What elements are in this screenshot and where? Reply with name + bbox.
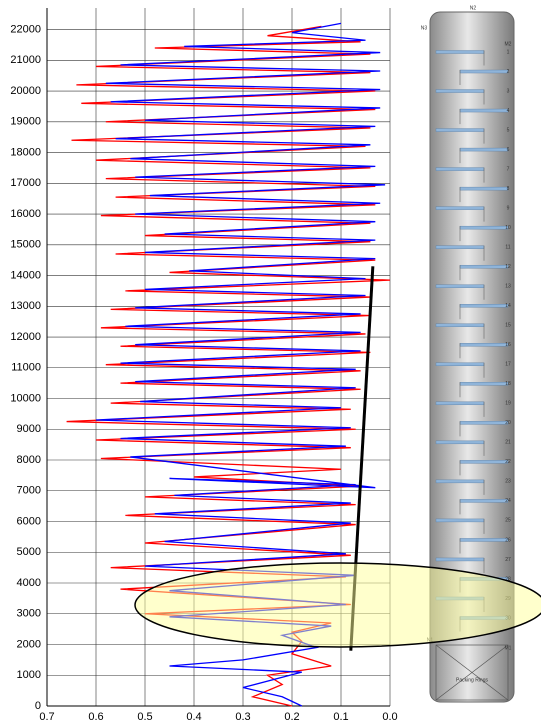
- packing-bed: [435, 644, 509, 701]
- column-shell: [429, 11, 515, 703]
- tray-label: 24: [505, 498, 511, 504]
- y-tick-label: 6000: [17, 515, 41, 527]
- y-tick-label: 1000: [17, 669, 41, 681]
- tray: [435, 362, 485, 366]
- tray: [459, 304, 509, 308]
- y-tick-label: 21000: [10, 54, 41, 66]
- tray: [459, 69, 509, 74]
- y-tick-label: 0: [35, 700, 41, 712]
- tray: [435, 518, 485, 523]
- tray: [459, 225, 509, 230]
- packing-label: Packing Rings: [456, 677, 488, 683]
- tray: [435, 245, 485, 249]
- tray: [459, 460, 509, 464]
- y-tick-label: 13000: [10, 300, 41, 312]
- x-tick-label: 0.2: [284, 711, 299, 723]
- tray: [435, 479, 485, 484]
- x-tick-label: 0.3: [235, 711, 250, 723]
- y-tick-label: 4000: [17, 577, 41, 589]
- tray-label: 3: [507, 88, 510, 94]
- y-tick-label: 10000: [10, 392, 41, 404]
- tray-label: 28: [505, 576, 511, 582]
- tray-label: 7: [507, 166, 510, 172]
- tray-label: 22: [505, 459, 511, 465]
- y-tick-label: 11000: [11, 362, 41, 374]
- tray-label: 19: [505, 401, 511, 407]
- tray: [435, 50, 485, 54]
- tray: [435, 323, 485, 327]
- y-tick-label: 22000: [10, 23, 41, 35]
- x-tick-label: 0.4: [186, 711, 201, 723]
- tray: [459, 421, 509, 425]
- tray: [459, 343, 509, 347]
- tray-label: 16: [505, 342, 511, 348]
- tray-label: 15: [505, 323, 511, 329]
- tray: [459, 382, 509, 386]
- tray: [435, 128, 485, 132]
- tray-label: 5: [507, 127, 510, 133]
- tray: [459, 147, 509, 152]
- tray-label: 20: [505, 420, 511, 426]
- tray-label: 14: [505, 303, 511, 309]
- tray: [435, 206, 485, 210]
- tray: [435, 89, 485, 93]
- tray: [459, 108, 509, 113]
- y-tick-label: 7000: [17, 485, 41, 497]
- nozzle-label: M2: [505, 41, 512, 47]
- tray-label: 9: [507, 205, 510, 211]
- tray-label: 18: [505, 381, 511, 387]
- y-tick-label: 19000: [10, 116, 41, 128]
- tray-label: 21: [505, 440, 511, 446]
- tray-label: 6: [507, 147, 510, 153]
- x-tick-label: 0.1: [333, 711, 348, 723]
- nozzle-label: M1: [505, 645, 512, 651]
- tray: [459, 264, 509, 269]
- tray-label: 4: [507, 108, 510, 114]
- x-tick-label: 0.0: [382, 711, 397, 723]
- tray-label: 10: [505, 225, 511, 231]
- y-tick-label: 20000: [10, 85, 41, 97]
- x-tick-label: 0.5: [137, 711, 152, 723]
- nozzle-label: N3: [421, 25, 428, 31]
- tray: [459, 186, 509, 191]
- tray: [435, 440, 485, 445]
- tray-label: 26: [505, 537, 511, 543]
- y-tick-label: 14000: [10, 269, 41, 281]
- tray-label: 13: [505, 284, 511, 290]
- tray-label: 8: [507, 186, 510, 192]
- y-tick-label: 17000: [10, 177, 41, 189]
- tray: [459, 538, 509, 542]
- packing-cross: [435, 644, 509, 701]
- tray-label: 17: [505, 362, 511, 368]
- tray: [435, 284, 485, 288]
- tray-label: 11: [505, 245, 510, 251]
- tray-label: 27: [505, 557, 511, 563]
- tray: [435, 401, 485, 406]
- y-tick-label: 18000: [10, 146, 41, 158]
- tray-label: 1: [507, 49, 510, 55]
- highlight-ellipse: [134, 562, 541, 648]
- y-tick-label: 12000: [10, 331, 41, 343]
- x-tick-label: 0.7: [39, 711, 54, 723]
- tray-label: 2: [507, 69, 510, 75]
- nozzle-label: N2: [470, 5, 477, 11]
- tray: [435, 557, 485, 562]
- y-tick-label: 15000: [10, 239, 41, 251]
- tray: [459, 499, 509, 503]
- tray-label: 12: [505, 264, 511, 270]
- x-tick-label: 0.6: [88, 711, 103, 723]
- y-tick-label: 8000: [17, 454, 41, 466]
- y-tick-label: 5000: [17, 546, 41, 558]
- tray: [435, 167, 485, 171]
- tray-label: 23: [505, 479, 511, 485]
- y-tick-label: 16000: [10, 208, 41, 220]
- tray-label: 25: [505, 518, 511, 524]
- y-tick-label: 9000: [17, 423, 41, 435]
- y-tick-label: 3000: [17, 608, 41, 620]
- y-tick-label: 2000: [17, 638, 41, 650]
